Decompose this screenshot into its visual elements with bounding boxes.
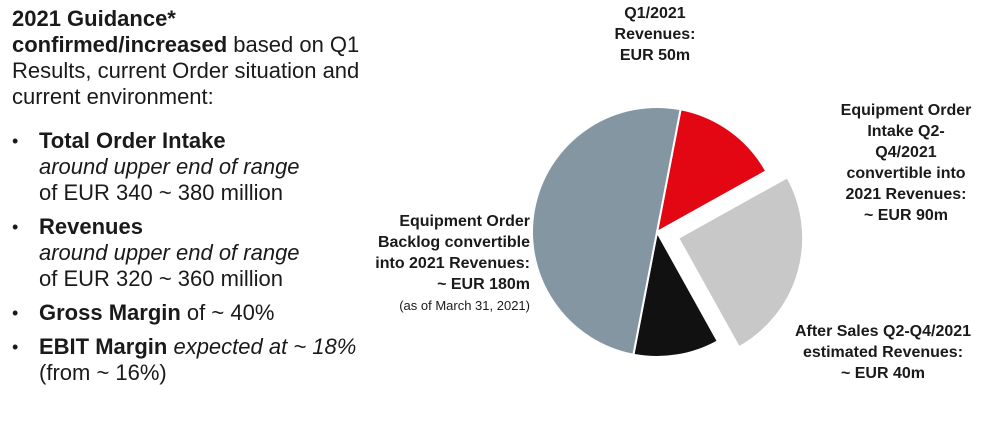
label-line: Backlog convertible: [377, 234, 530, 251]
bullet-revenues: • Revenues around upper end of range of …: [12, 214, 432, 292]
guidance-bold-line: confirmed/increased: [12, 32, 228, 57]
label-line: Q4/2021: [875, 144, 937, 161]
label-line: Revenues:: [614, 26, 696, 43]
label-line: EUR 50m: [619, 47, 691, 64]
guidance-intro: 2021 Guidance* confirmed/increased based…: [12, 6, 432, 110]
bullet-plain: of EUR 320 ~ 360 million: [39, 266, 283, 291]
label-line: ~ EUR 90m: [863, 207, 949, 224]
pie-slice-equipment-order-intake: [676, 175, 805, 349]
label-line: Equipment Order: [399, 213, 530, 230]
label-line: Q1/2021: [624, 5, 686, 22]
label-line: into 2021 Revenues:: [375, 255, 530, 272]
label-line: ~ EUR 180m: [437, 276, 530, 293]
label-line: Equipment Order: [840, 102, 972, 119]
slice-label-backlog: Equipment Order Backlog convertible into…: [334, 211, 530, 316]
guidance-line1-rest: based on Q1: [227, 32, 360, 57]
slice-label-after-sales: After Sales Q2-Q4/2021 estimated Revenue…: [770, 321, 996, 384]
bullet-ebit-margin: • EBIT Margin expected at ~ 18% (from ~ …: [12, 334, 432, 386]
label-line: convertible into: [846, 165, 966, 182]
bullet-suffix: of ~ 40%: [180, 300, 275, 325]
bullet-heading: EBIT Margin: [39, 334, 168, 359]
guidance-title: 2021 Guidance*: [12, 6, 176, 31]
guidance-panel: 2021 Guidance* confirmed/increased based…: [12, 6, 432, 394]
bullet-marker: •: [12, 131, 19, 151]
label-line: ~ EUR 40m: [840, 365, 926, 382]
bullet-italic-suffix: expected at ~ 18%: [167, 334, 357, 359]
label-note: (as of March 31, 2021): [399, 298, 530, 313]
guidance-bullet-list: • Total Order Intake around upper end of…: [12, 128, 432, 386]
bullet-italic: around upper end of range: [39, 154, 300, 179]
bullet-marker: •: [12, 303, 19, 323]
bullet-heading: Gross Margin: [39, 300, 181, 325]
guidance-line2: Results, current Order situation and: [12, 58, 360, 83]
bullet-plain: of EUR 340 ~ 380 million: [39, 180, 283, 205]
bullet-heading: Total Order Intake: [39, 128, 226, 153]
label-line: estimated Revenues:: [802, 344, 964, 361]
bullet-plain: (from ~ 16%): [39, 360, 167, 385]
label-line: Intake Q2-: [867, 123, 945, 140]
bullet-marker: •: [12, 217, 19, 237]
bullet-order-intake: • Total Order Intake around upper end of…: [12, 128, 432, 206]
slice-label-order-intake: Equipment Order Intake Q2- Q4/2021 conve…: [818, 100, 994, 226]
guidance-line3: current environment:: [12, 84, 214, 109]
bullet-marker: •: [12, 337, 19, 357]
bullet-italic: around upper end of range: [39, 240, 300, 265]
pie-slice-q1-revenues: [655, 108, 768, 234]
slice-label-q1: Q1/2021 Revenues: EUR 50m: [590, 3, 720, 66]
pie-slice-order-backlog: [531, 106, 682, 356]
bullet-heading: Revenues: [39, 214, 143, 239]
label-line: 2021 Revenues:: [845, 186, 967, 203]
bullet-gross-margin: • Gross Margin of ~ 40%: [12, 300, 432, 326]
pie-slice-after-sales: [632, 229, 720, 358]
label-line: After Sales Q2-Q4/2021: [794, 323, 972, 340]
